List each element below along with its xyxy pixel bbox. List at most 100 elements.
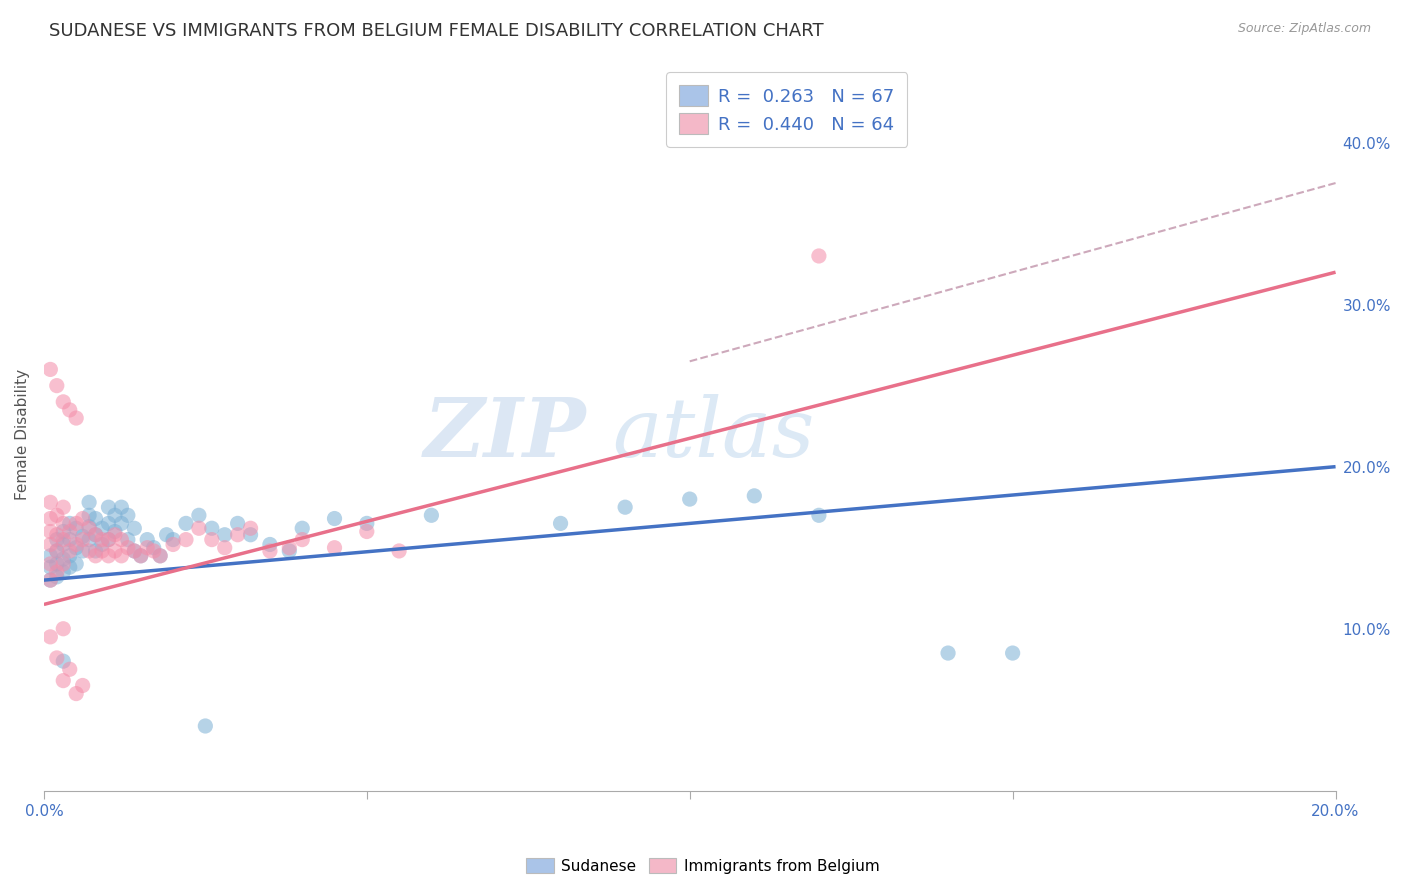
Text: atlas: atlas (612, 394, 814, 475)
Point (59, 524, 82, 539)
Point (104, 527, 127, 541)
Point (174, 516, 197, 531)
Point (39, 524, 62, 539)
Point (65, 411, 87, 425)
Point (39, 573, 62, 587)
Point (278, 541, 301, 555)
Point (45, 527, 67, 541)
Point (52, 622, 75, 636)
Point (104, 544, 127, 558)
Point (59, 560, 82, 574)
Point (162, 537, 184, 551)
Y-axis label: Female Disability: Female Disability (15, 368, 30, 500)
Point (45, 570, 67, 584)
Point (97, 549, 120, 563)
Point (149, 549, 172, 563)
Point (291, 521, 314, 535)
Point (117, 508, 139, 523)
Point (65, 687, 87, 701)
Point (52, 394, 75, 409)
Point (142, 544, 165, 558)
Point (201, 533, 224, 547)
Point (45, 544, 67, 558)
Point (807, 249, 830, 263)
Point (388, 544, 411, 558)
Point (77, 544, 100, 558)
Point (420, 508, 443, 523)
Point (52, 557, 75, 571)
Point (259, 544, 281, 558)
Point (39, 511, 62, 525)
Point (142, 541, 165, 555)
Point (104, 524, 127, 539)
Point (187, 508, 209, 523)
Point (110, 533, 132, 547)
Text: Source: ZipAtlas.com: Source: ZipAtlas.com (1237, 22, 1371, 36)
Point (323, 511, 346, 525)
Point (45, 651, 67, 665)
Point (742, 489, 765, 503)
Point (72, 678, 94, 692)
Point (91, 544, 114, 558)
Point (59, 662, 82, 676)
Point (97, 533, 120, 547)
Point (129, 549, 152, 563)
Point (45, 544, 67, 558)
Point (91, 521, 114, 535)
Point (52, 500, 75, 515)
Point (52, 565, 75, 579)
Point (77, 508, 100, 523)
Point (214, 541, 236, 555)
Point (239, 521, 262, 535)
Point (291, 533, 314, 547)
Point (59, 533, 82, 547)
Point (124, 521, 146, 535)
Text: SUDANESE VS IMMIGRANTS FROM BELGIUM FEMALE DISABILITY CORRELATION CHART: SUDANESE VS IMMIGRANTS FROM BELGIUM FEMA… (49, 22, 824, 40)
Point (117, 533, 139, 547)
Point (614, 500, 637, 515)
Point (59, 516, 82, 531)
Point (97, 533, 120, 547)
Point (239, 527, 262, 541)
Point (39, 560, 62, 574)
Point (97, 516, 120, 531)
Point (52, 654, 75, 668)
Point (72, 533, 94, 547)
Point (91, 537, 114, 551)
Point (84, 549, 107, 563)
Point (39, 573, 62, 587)
Point (356, 516, 378, 531)
Point (65, 557, 87, 571)
Point (39, 549, 62, 563)
Point (84, 527, 107, 541)
Point (679, 492, 702, 507)
Point (129, 549, 152, 563)
Point (201, 521, 224, 535)
Point (77, 521, 100, 535)
Point (149, 549, 172, 563)
Point (52, 552, 75, 566)
Point (59, 403, 82, 417)
Point (52, 516, 75, 531)
Point (194, 719, 217, 733)
Point (124, 544, 146, 558)
Point (124, 544, 146, 558)
Point (117, 541, 139, 555)
Point (72, 529, 94, 543)
Point (52, 537, 75, 551)
Point (72, 544, 94, 558)
Point (155, 527, 177, 541)
Point (214, 527, 236, 541)
Point (65, 537, 87, 551)
Point (136, 541, 159, 555)
Point (174, 533, 197, 547)
Point (259, 537, 281, 551)
Point (77, 495, 100, 509)
Point (77, 519, 100, 533)
Point (278, 544, 301, 558)
Point (936, 646, 959, 660)
Point (84, 544, 107, 558)
Point (110, 549, 132, 563)
Point (104, 508, 127, 523)
Legend: Sudanese, Immigrants from Belgium: Sudanese, Immigrants from Belgium (520, 852, 886, 880)
